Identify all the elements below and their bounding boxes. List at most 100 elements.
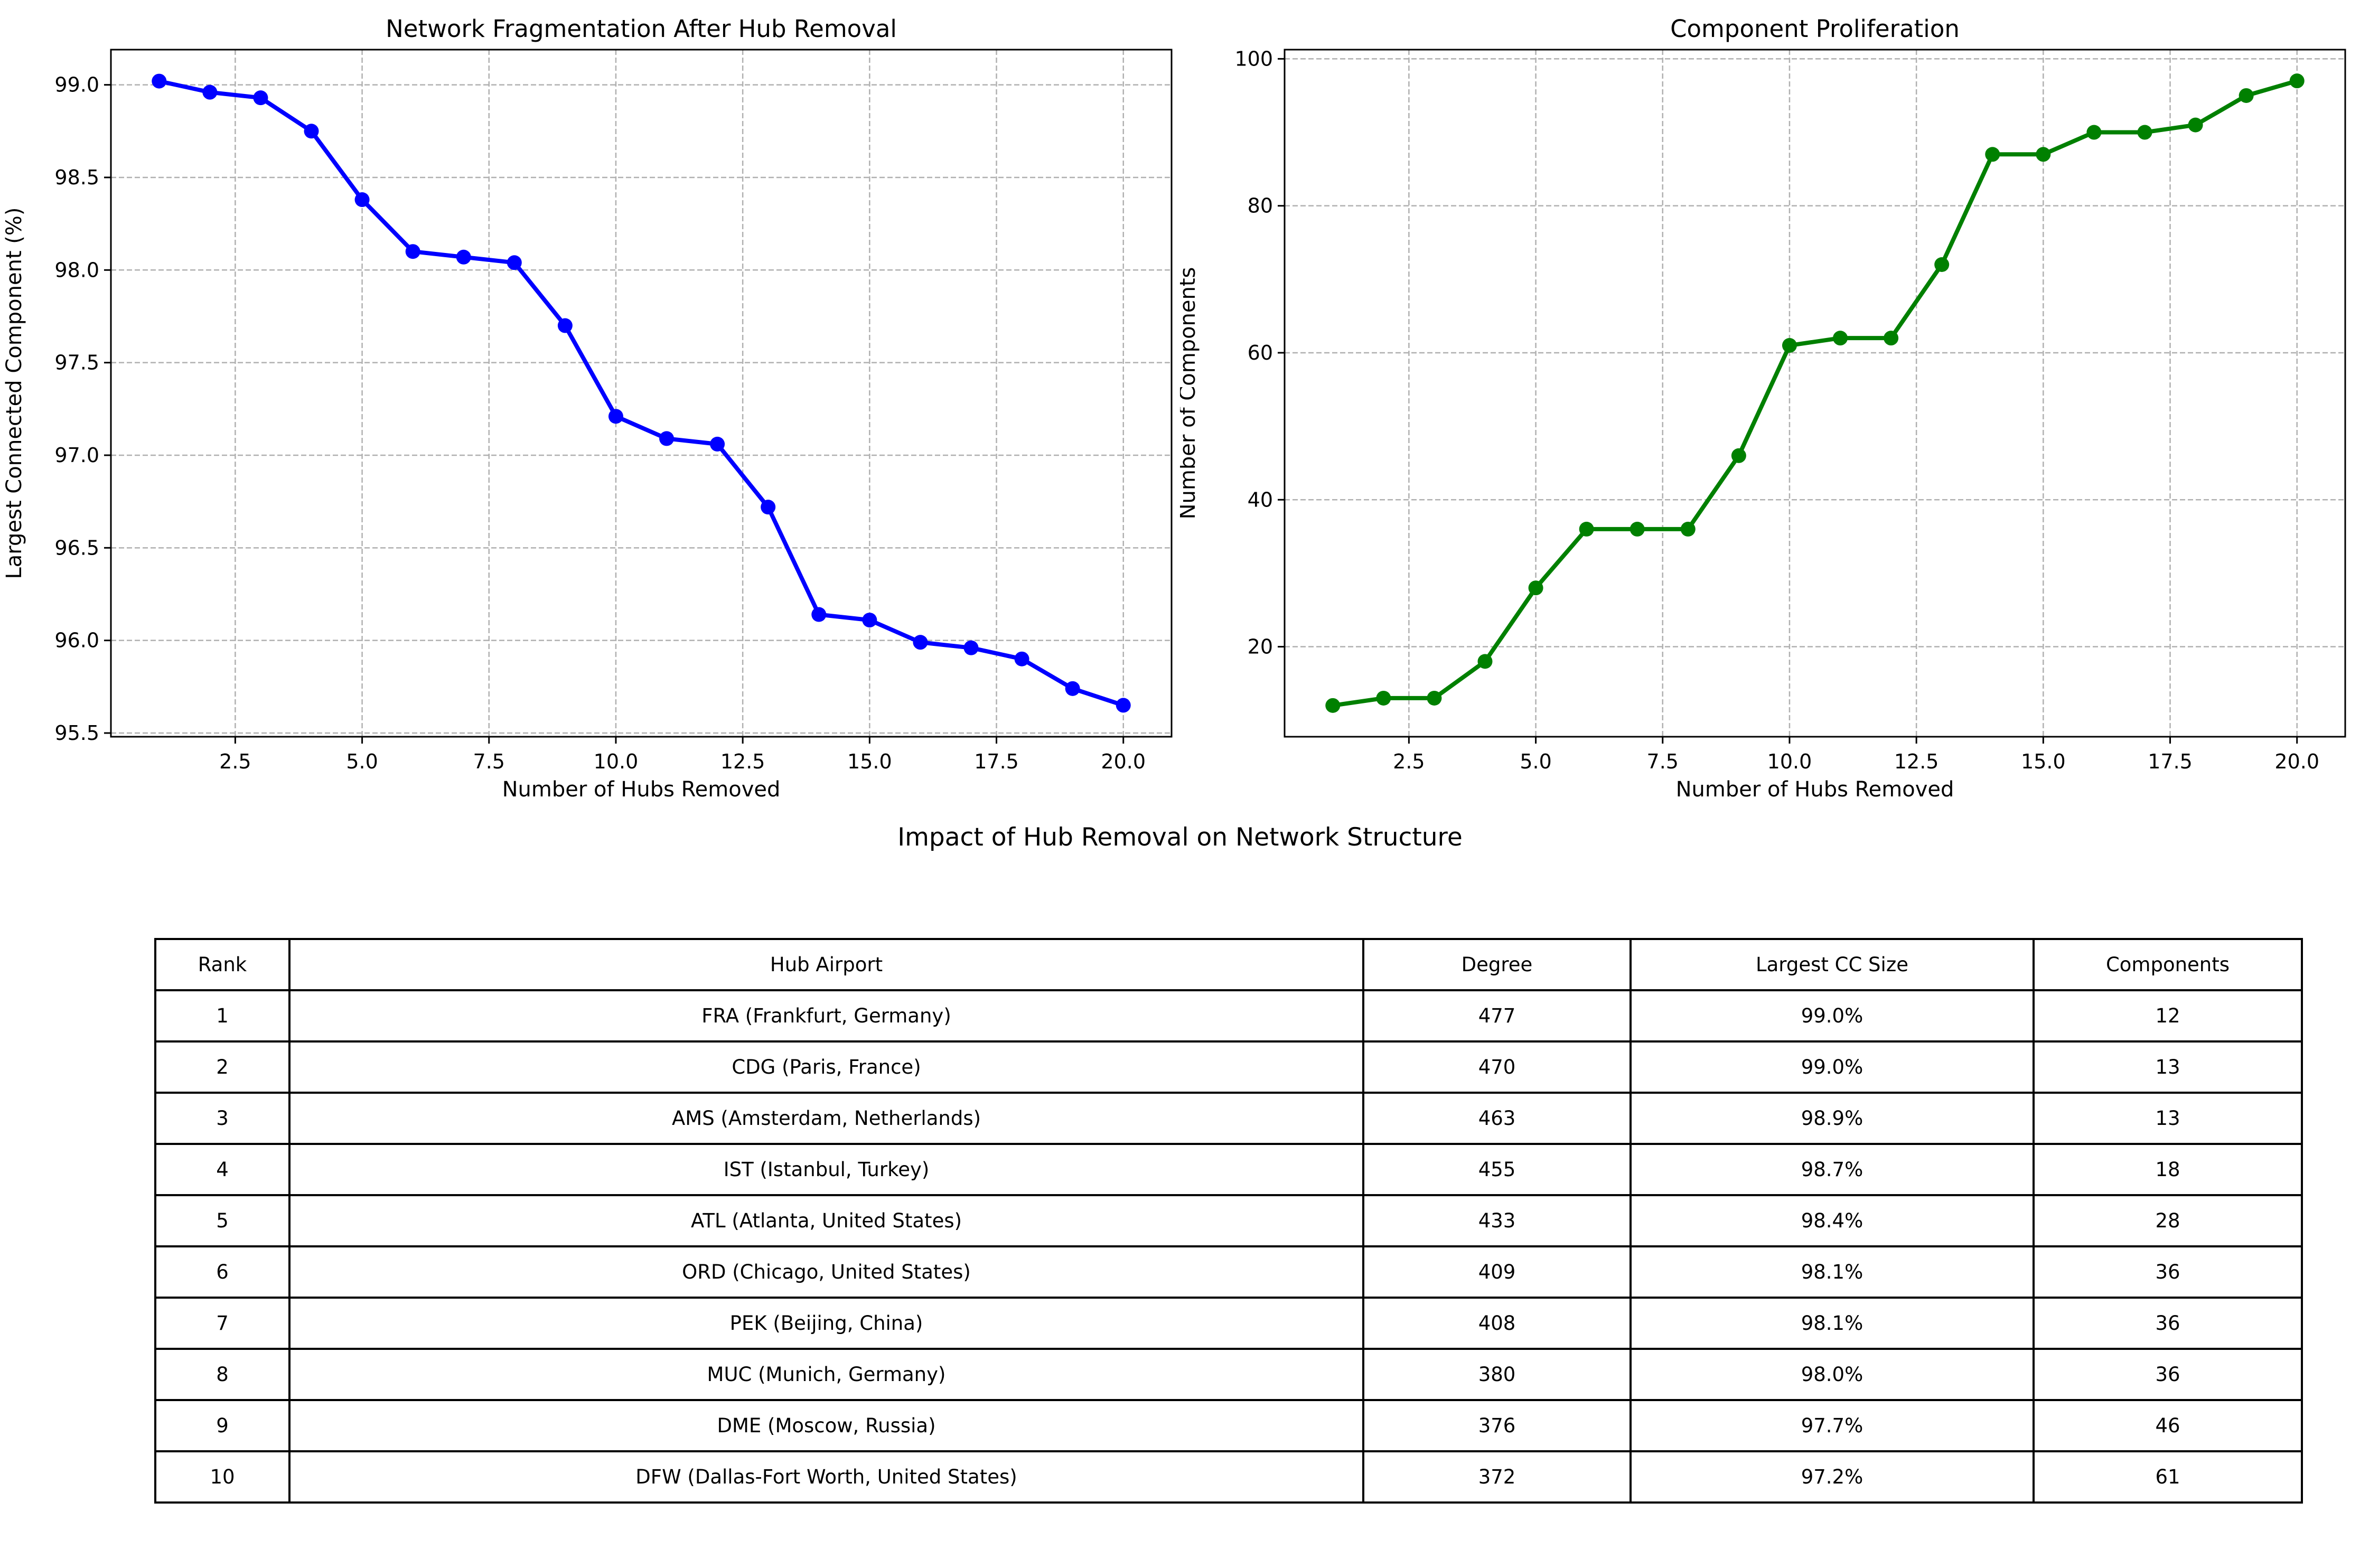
table-cell: 97.7% xyxy=(1629,1399,2035,1452)
table-cell: 2 xyxy=(154,1040,291,1094)
components-x-tick-label: 7.5 xyxy=(1647,750,1679,773)
fragmentation-data-point xyxy=(963,640,979,655)
fragmentation-y-axis-label: Largest Connected Component (%) xyxy=(2,207,26,579)
components-data-point xyxy=(1579,521,1594,537)
fragmentation-data-point xyxy=(608,409,623,424)
components-data-point xyxy=(2289,73,2305,89)
component-proliferation-chart: 2.5 5.0 7.5 10.0 12.5 15.0 17.5 20.0 20 40 60 80 100… xyxy=(1180,15,2346,802)
table-cell: 8 xyxy=(154,1348,291,1401)
components-data-point xyxy=(1833,331,1848,346)
components-x-tick-label: 2.5 xyxy=(1393,750,1425,773)
components-data-point xyxy=(1934,257,1950,272)
fragmentation-x-tick-label: 2.5 xyxy=(219,750,251,773)
table-cell: 4 xyxy=(154,1143,291,1196)
components-data-point xyxy=(1985,147,2000,162)
table-cell: CDG (Paris, France) xyxy=(288,1040,1364,1094)
components-data-point xyxy=(1427,690,1442,706)
table-column-header: Rank xyxy=(154,938,291,991)
components-data-point xyxy=(1782,338,1797,353)
table-cell: DME (Moscow, Russia) xyxy=(288,1399,1364,1452)
fragmentation-data-point xyxy=(1116,698,1131,713)
fragmentation-x-tick-label: 5.0 xyxy=(346,750,378,773)
fragmentation-y-tick-label: 96.0 xyxy=(54,629,99,652)
table-cell: 3 xyxy=(154,1092,291,1145)
table-cell: 463 xyxy=(1362,1092,1632,1145)
table-cell: 376 xyxy=(1362,1399,1632,1452)
components-data-point xyxy=(1477,654,1493,669)
components-data-point xyxy=(1528,580,1543,596)
table-row: 5 ATL (Atlanta, United States) 433 98.4% 28 xyxy=(154,1194,2303,1247)
table-cell: 36 xyxy=(2033,1297,2303,1350)
hub-removal-table: Rank Hub Airport Degree Largest CC Size Comp… xyxy=(154,938,2303,1504)
table-cell: 99.0% xyxy=(1629,1040,2035,1094)
fragmentation-data-point xyxy=(1014,651,1029,666)
fragmentation-data-point xyxy=(354,192,370,208)
components-y-tick-label: 80 xyxy=(1248,194,1273,218)
table-column-header: Degree xyxy=(1362,938,1632,991)
components-title: Component Proliferation xyxy=(1670,15,1960,43)
components-x-axis-label: Number of Hubs Removed xyxy=(1676,777,1954,802)
components-data-point xyxy=(1731,448,1746,463)
components-data-point xyxy=(1884,331,1899,346)
fragmentation-data-point xyxy=(507,255,522,270)
fragmentation-y-tick-label: 99.0 xyxy=(54,73,99,97)
components-data-point xyxy=(1680,521,1696,537)
table-cell: FRA (Frankfurt, Germany) xyxy=(288,989,1364,1043)
table-cell: 409 xyxy=(1362,1245,1632,1299)
components-x-tick-label: 12.5 xyxy=(1894,750,1939,773)
table-cell: PEK (Beijing, China) xyxy=(288,1297,1364,1350)
table-cell: 12 xyxy=(2033,989,2303,1043)
table-cell: 28 xyxy=(2033,1194,2303,1247)
table-cell: 7 xyxy=(154,1297,291,1350)
table-header-row: Rank Hub Airport Degree Largest CC Size Comp… xyxy=(154,938,2303,991)
components-data-point xyxy=(2086,125,2102,140)
table-cell: 98.4% xyxy=(1629,1194,2035,1247)
components-x-tick-label: 15.0 xyxy=(2021,750,2066,773)
table-cell: 433 xyxy=(1362,1194,1632,1247)
fragmentation-y-tick-label: 97.0 xyxy=(54,444,99,467)
components-data-point xyxy=(1325,698,1341,713)
table-cell: 5 xyxy=(154,1194,291,1247)
table-cell: 98.0% xyxy=(1629,1348,2035,1401)
table-cell: 1 xyxy=(154,989,291,1043)
fragmentation-series-line xyxy=(158,79,1124,708)
table-row: 3 AMS (Amsterdam, Netherlands) 463 98.9% 13 xyxy=(154,1092,2303,1145)
table-cell: 36 xyxy=(2033,1348,2303,1401)
fragmentation-x-tick-label: 10.0 xyxy=(594,750,639,773)
fragmentation-y-tick-label: 96.5 xyxy=(54,536,99,559)
table-cell: 98.9% xyxy=(1629,1092,2035,1145)
table-row: 10 DFW (Dallas-Fort Worth, United States)… xyxy=(154,1450,2303,1504)
table-cell: 36 xyxy=(2033,1245,2303,1299)
table-cell: 470 xyxy=(1362,1040,1632,1094)
fragmentation-data-point xyxy=(557,318,573,333)
components-y-tick-label: 20 xyxy=(1248,635,1273,659)
fragmentation-title: Network Fragmentation After Hub Removal xyxy=(386,15,897,43)
table-cell: AMS (Amsterdam, Netherlands) xyxy=(288,1092,1364,1145)
table-cell: ATL (Atlanta, United States) xyxy=(288,1194,1364,1247)
table-cell: IST (Istanbul, Turkey) xyxy=(288,1143,1364,1196)
table-cell: 10 xyxy=(154,1450,291,1504)
fragmentation-data-point xyxy=(202,84,218,100)
table-cell: 97.2% xyxy=(1629,1450,2035,1504)
fragmentation-y-tick-label: 97.5 xyxy=(54,351,99,374)
table-cell: 9 xyxy=(154,1399,291,1452)
table-cell: 61 xyxy=(2033,1450,2303,1504)
components-x-tick-label: 5.0 xyxy=(1520,750,1551,773)
table-cell: ORD (Chicago, United States) xyxy=(288,1245,1364,1299)
fragmentation-data-point xyxy=(253,90,268,106)
components-y-tick-label: 100 xyxy=(1234,47,1273,70)
components-plot-frame xyxy=(1284,49,2346,738)
fragmentation-x-tick-label: 17.5 xyxy=(974,750,1019,773)
fragmentation-data-point xyxy=(304,124,319,139)
table-column-header: Hub Airport xyxy=(288,938,1364,991)
fragmentation-data-point xyxy=(761,500,776,515)
table-cell: 98.1% xyxy=(1629,1297,2035,1350)
table-cell: 98.7% xyxy=(1629,1143,2035,1196)
fragmentation-data-point xyxy=(405,244,420,259)
table-cell: 6 xyxy=(154,1245,291,1299)
table-column-header: Largest CC Size xyxy=(1629,938,2035,991)
fragmentation-x-tick-label: 12.5 xyxy=(720,750,765,773)
fragmentation-data-point xyxy=(1065,681,1080,696)
components-x-tick-label: 17.5 xyxy=(2148,750,2193,773)
table-cell: 372 xyxy=(1362,1450,1632,1504)
